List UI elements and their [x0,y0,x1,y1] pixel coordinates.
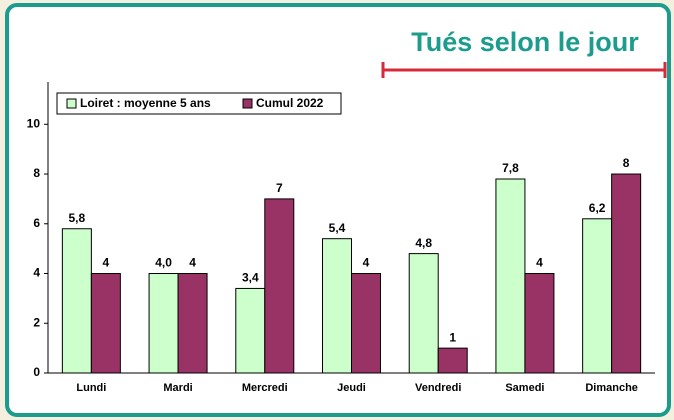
x-tick-label: Samedi [505,382,544,394]
x-tick-label: Vendredi [415,382,461,394]
bar [351,273,381,374]
x-tick-label: Lundi [76,382,106,394]
data-label: 4 [103,256,110,270]
data-label: 5,4 [329,221,346,235]
data-label: 4 [536,256,543,270]
data-label: 6,2 [589,201,606,215]
x-tick-label: Jeudi [337,382,366,394]
data-label: 4,0 [155,256,172,270]
y-tick-label: 6 [33,216,40,230]
bar [90,273,121,374]
x-tick-label: Mardi [163,382,192,394]
x-tick-label: Dimanche [585,382,638,394]
legend-label: Cumul 2022 [256,96,324,110]
bar [582,218,613,374]
bar [408,253,439,374]
y-tick-label: 10 [27,116,41,130]
bar [235,287,266,374]
legend-swatch [242,98,253,109]
y-tick-label: 0 [33,365,40,379]
legend-box [56,92,342,115]
x-tick-label: Mercredi [242,382,288,394]
data-label: 4 [189,256,196,270]
bar [495,178,526,374]
chart-title: Tués selon le jour [411,27,639,57]
legend-label: Loiret : moyenne 5 ans [80,96,211,110]
title-underline [381,62,667,78]
data-label: 7,8 [502,161,519,175]
bar [61,228,92,374]
legend-swatch [66,98,77,109]
data-label: 8 [623,156,630,170]
data-label: 4 [363,256,370,270]
data-label: 3,4 [242,271,259,285]
bar [611,173,642,374]
data-label: 4,8 [415,236,432,250]
bar [524,273,555,374]
data-label: 7 [276,181,283,195]
y-tick-label: 2 [33,315,40,329]
bar [177,273,208,374]
bar [148,273,179,374]
data-label: 1 [449,330,456,344]
y-tick-label: 8 [33,166,40,180]
bar [264,198,295,374]
data-label: 5,8 [69,211,86,225]
bar [437,347,468,374]
y-tick-label: 4 [33,266,40,280]
bar [322,238,352,374]
